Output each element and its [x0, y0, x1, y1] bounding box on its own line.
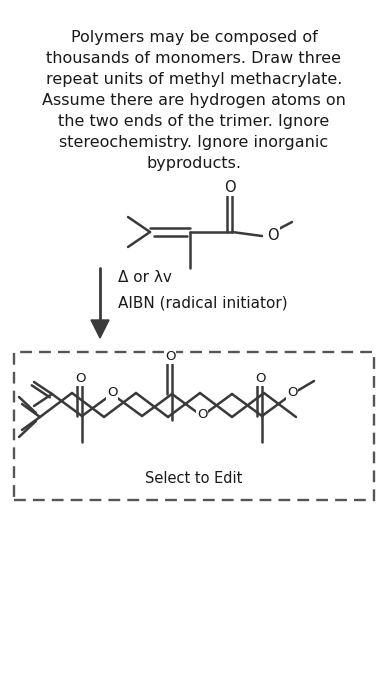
- Text: O: O: [107, 386, 117, 398]
- Text: Δ or λv: Δ or λv: [118, 270, 172, 286]
- Bar: [14, 352, 374, 500]
- Text: O: O: [267, 228, 279, 242]
- Text: Select to Edit: Select to Edit: [146, 471, 242, 486]
- Text: O: O: [224, 179, 236, 195]
- Text: O: O: [75, 372, 85, 384]
- Text: O: O: [255, 372, 265, 384]
- Text: O: O: [165, 349, 175, 363]
- Polygon shape: [91, 320, 109, 338]
- Text: O: O: [197, 407, 207, 421]
- Text: Polymers may be composed of
thousands of monomers. Draw three
repeat units of me: Polymers may be composed of thousands of…: [42, 30, 346, 171]
- Text: AIBN (radical initiator): AIBN (radical initiator): [118, 295, 288, 311]
- Text: O: O: [287, 386, 297, 398]
